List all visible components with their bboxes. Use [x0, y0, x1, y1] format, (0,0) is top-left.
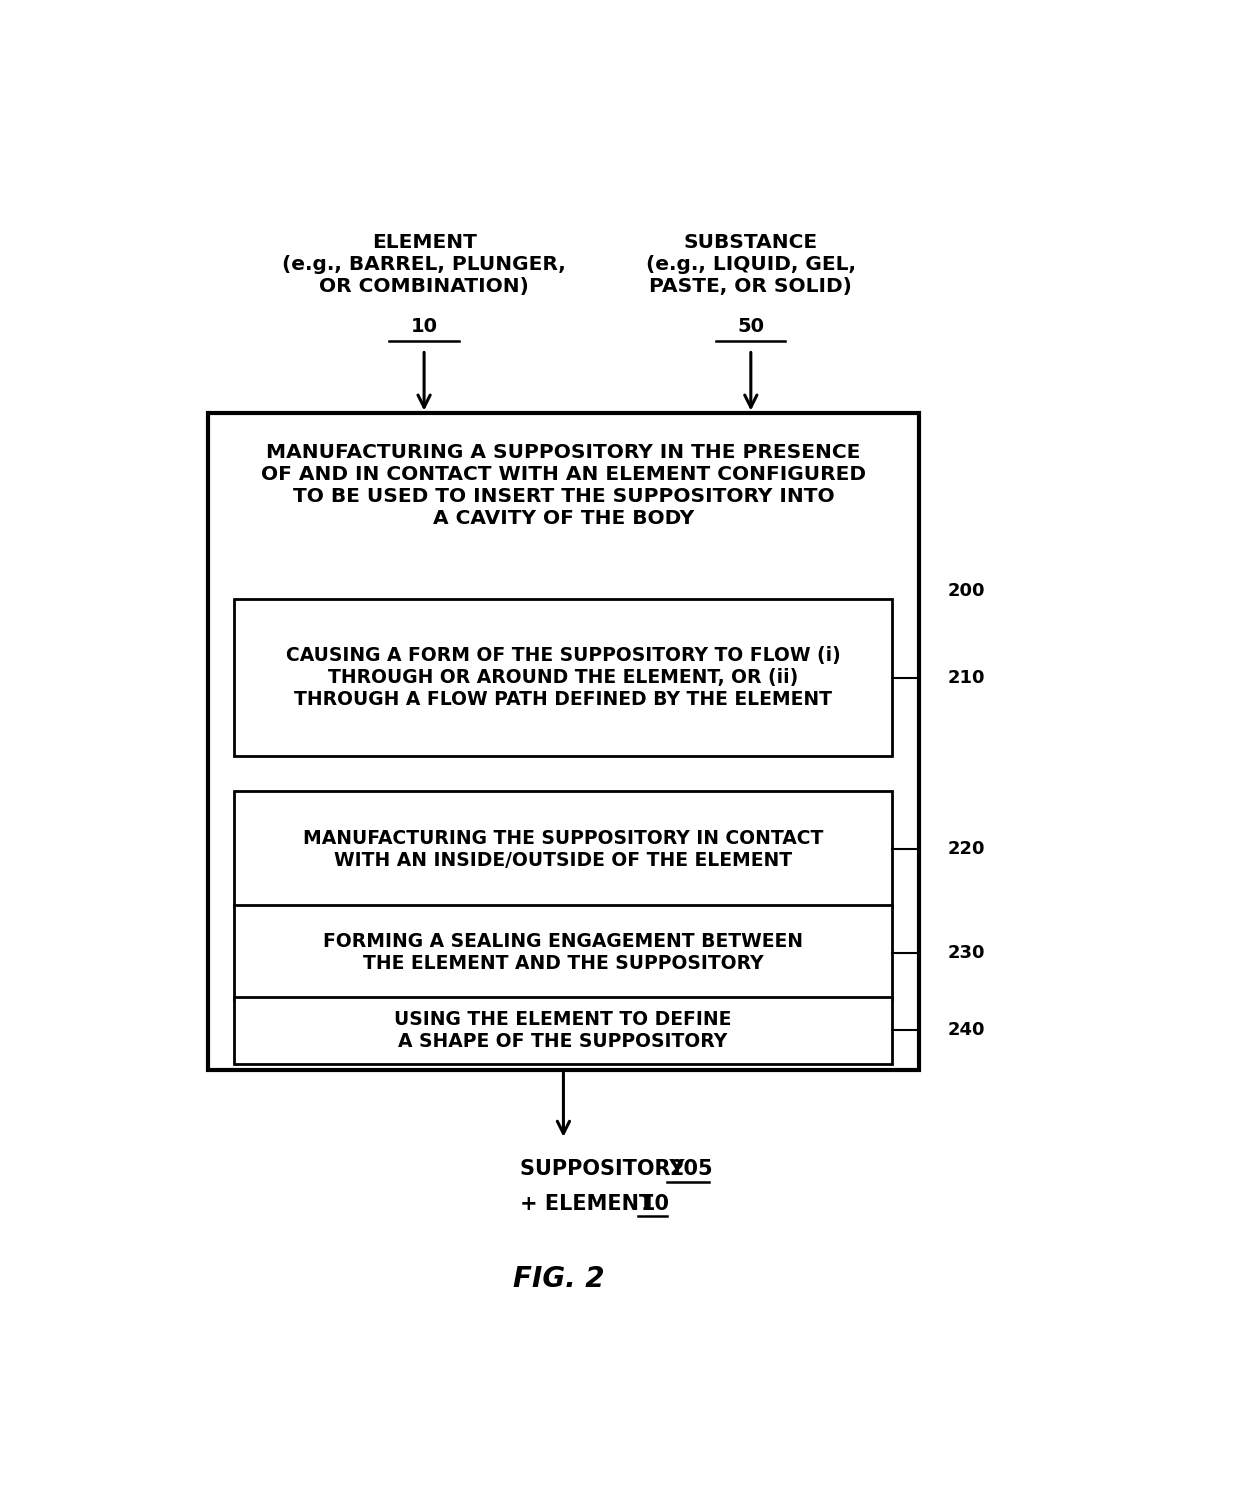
Text: 210: 210 [947, 668, 986, 687]
Text: CAUSING A FORM OF THE SUPPOSITORY TO FLOW (i)
THROUGH OR AROUND THE ELEMENT, OR : CAUSING A FORM OF THE SUPPOSITORY TO FLO… [285, 646, 841, 709]
Bar [234, 997, 892, 1064]
Text: 200: 200 [947, 581, 986, 599]
Text: MANUFACTURING A SUPPOSITORY IN THE PRESENCE
OF AND IN CONTACT WITH AN ELEMENT CO: MANUFACTURING A SUPPOSITORY IN THE PRESE… [260, 442, 866, 528]
Bar [234, 791, 892, 907]
Bar [208, 413, 919, 1070]
Text: USING THE ELEMENT TO DEFINE
A SHAPE OF THE SUPPOSITORY: USING THE ELEMENT TO DEFINE A SHAPE OF T… [394, 1010, 732, 1050]
Text: 240: 240 [947, 1022, 986, 1040]
Text: 50: 50 [738, 317, 764, 337]
Bar [234, 905, 892, 1000]
Text: SUPPOSITORY: SUPPOSITORY [521, 1159, 692, 1179]
Text: SUBSTANCE
(e.g., LIQUID, GEL,
PASTE, OR SOLID): SUBSTANCE (e.g., LIQUID, GEL, PASTE, OR … [646, 234, 856, 296]
Text: FIG. 2: FIG. 2 [513, 1265, 604, 1293]
Text: 10: 10 [640, 1194, 670, 1213]
Text: 205: 205 [670, 1159, 713, 1179]
Text: MANUFACTURING THE SUPPOSITORY IN CONTACT
WITH AN INSIDE/OUTSIDE OF THE ELEMENT: MANUFACTURING THE SUPPOSITORY IN CONTACT… [303, 828, 823, 869]
Text: 230: 230 [947, 943, 986, 961]
Text: ELEMENT
(e.g., BARREL, PLUNGER,
OR COMBINATION): ELEMENT (e.g., BARREL, PLUNGER, OR COMBI… [283, 234, 565, 296]
Text: FORMING A SEALING ENGAGEMENT BETWEEN
THE ELEMENT AND THE SUPPOSITORY: FORMING A SEALING ENGAGEMENT BETWEEN THE… [322, 933, 804, 973]
Text: + ELEMENT: + ELEMENT [521, 1194, 661, 1213]
Bar [234, 599, 892, 756]
Text: 10: 10 [410, 317, 438, 337]
Text: 220: 220 [947, 841, 986, 859]
